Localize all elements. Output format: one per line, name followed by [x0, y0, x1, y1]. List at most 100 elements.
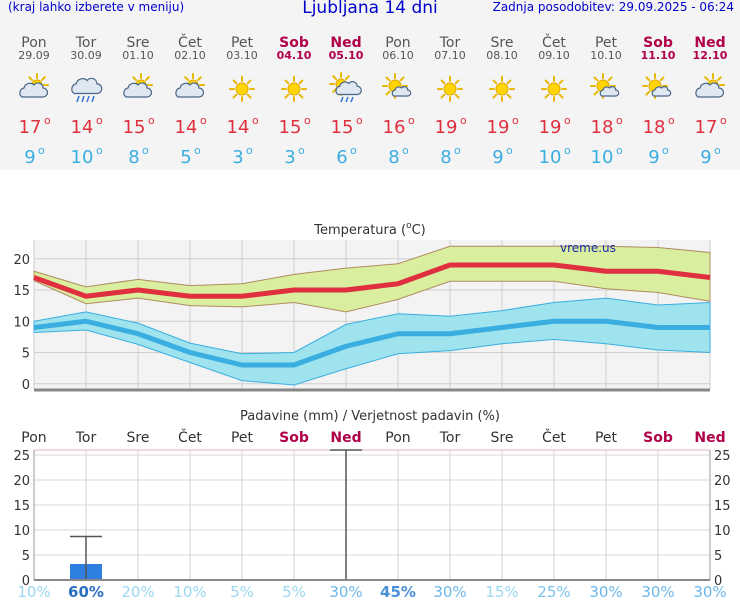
- day-date: 05.10: [329, 49, 364, 62]
- sun-icon: [437, 76, 463, 102]
- rain-drop: [86, 95, 90, 103]
- degree-mark: o: [350, 144, 357, 157]
- day-date: 01.10: [122, 49, 154, 62]
- day-date: 30.09: [70, 49, 102, 62]
- rain-cloud-icon: [71, 77, 103, 103]
- degree-mark: o: [616, 114, 623, 127]
- precip-day-label: Čet: [178, 428, 202, 446]
- max-temp: 19: [435, 117, 458, 138]
- precip-probability: 25%: [537, 583, 570, 600]
- degree-mark: o: [506, 144, 513, 157]
- max-temp: 15: [123, 117, 146, 138]
- page-title: Ljubljana 14 dni: [302, 0, 438, 18]
- precip-day-label: Sob: [279, 430, 309, 446]
- max-temp-line: [33, 262, 711, 299]
- day-name: Ned: [694, 35, 725, 51]
- max-temp: 15: [279, 117, 302, 138]
- mostly-sunny-icon: [382, 73, 412, 99]
- precip-tick-right: 5: [714, 549, 722, 564]
- day-date: 08.10: [486, 49, 518, 62]
- max-temp: 14: [71, 117, 94, 138]
- precip-tick-right: 25: [714, 449, 731, 464]
- sun-icon: [541, 76, 567, 102]
- degree-mark: o: [96, 114, 103, 127]
- precipitation-title: Padavine (mm) / Verjetnost padavin (%): [240, 409, 500, 424]
- precip-probability: 60%: [68, 583, 104, 600]
- precip-tick-left: 25: [13, 449, 30, 464]
- precip-tick-left: 10: [13, 524, 30, 539]
- cloud-shape: [19, 82, 49, 98]
- degree-mark: o: [668, 114, 675, 127]
- degree-mark: o: [44, 114, 51, 127]
- rain-drop: [345, 96, 349, 103]
- rain-drop: [91, 95, 95, 103]
- partly-cloudy-icon: [175, 73, 205, 98]
- degree-mark: o: [298, 144, 305, 157]
- day-name: Ned: [330, 35, 361, 51]
- max-temp: 14: [175, 117, 198, 138]
- degree-mark: o: [720, 114, 727, 127]
- day-date: 02.10: [174, 49, 206, 62]
- day-name: Tor: [75, 35, 97, 51]
- min-temp: 9: [24, 147, 35, 168]
- degree-mark: o: [200, 114, 207, 127]
- temp-tick-label: 5: [22, 347, 30, 362]
- min-temp: 8: [388, 147, 399, 168]
- degree-mark: o: [356, 114, 363, 127]
- precip-probability: 30%: [329, 583, 362, 600]
- precip-day-label: Čet: [542, 428, 566, 446]
- precip-tick-right: 0: [714, 574, 722, 589]
- day-name: Čet: [178, 33, 202, 51]
- temp-tick-label: 10: [13, 315, 30, 330]
- day-name: Pet: [231, 35, 254, 51]
- precip-probability: 10%: [17, 583, 50, 600]
- precip-day-label: Sre: [491, 430, 514, 446]
- precip-day-label: Ned: [694, 430, 725, 446]
- watermark: vreme.us: [560, 241, 616, 255]
- precipitation-chart: Padavine (mm) / Verjetnost padavin (%) P…: [13, 409, 730, 600]
- temp-tick-label: 0: [22, 378, 30, 393]
- degree-mark: o: [564, 144, 571, 157]
- day-name: Sob: [643, 35, 673, 51]
- min-temp: 9: [648, 147, 659, 168]
- sun-rain-icon: [329, 72, 362, 103]
- min-temp: 10: [591, 147, 614, 168]
- temperature-chart: Temperatura (oC) 0 5 10 15 20 vreme.us: [13, 221, 711, 393]
- precip-probability: 10%: [173, 583, 206, 600]
- degree-mark: o: [304, 114, 311, 127]
- min-temp: 10: [539, 147, 562, 168]
- min-temp: 9: [700, 147, 711, 168]
- max-temp: 19: [539, 117, 562, 138]
- max-temp: 15: [331, 117, 354, 138]
- degree-mark: o: [252, 114, 259, 127]
- sun-shape: [281, 76, 307, 102]
- degree-mark: o: [662, 144, 669, 157]
- min-temp-line: [33, 318, 710, 368]
- precip-probability: 15%: [485, 583, 518, 600]
- sun-icon: [229, 76, 255, 102]
- day-date: 03.10: [226, 49, 258, 62]
- forecast-table-panel: [0, 0, 740, 170]
- min-temp: 6: [336, 147, 347, 168]
- precip-tick-left: 15: [13, 499, 30, 514]
- sun-shape: [541, 76, 567, 102]
- day-date: 06.10: [382, 49, 414, 62]
- min-temp: 5: [180, 147, 191, 168]
- min-temp: 8: [128, 147, 139, 168]
- menu-hint: (kraj lahko izberete v meniju): [8, 0, 185, 14]
- max-temp: 18: [591, 117, 614, 138]
- precip-tick-left: 0: [22, 574, 30, 589]
- cloud-shape: [391, 86, 412, 97]
- max-temp: 17: [695, 117, 718, 138]
- last-updated: Zadnja posodobitev: 29.09.2025 - 06:24: [492, 0, 734, 14]
- rain-drop: [340, 96, 344, 103]
- partly-cloudy-icon: [19, 73, 49, 98]
- cloud-shape: [335, 81, 362, 96]
- precip-probability: 20%: [121, 583, 154, 600]
- rain-drop: [76, 95, 80, 103]
- degree-mark: o: [454, 144, 461, 157]
- sun-icon: [489, 76, 515, 102]
- day-name: Čet: [542, 33, 566, 51]
